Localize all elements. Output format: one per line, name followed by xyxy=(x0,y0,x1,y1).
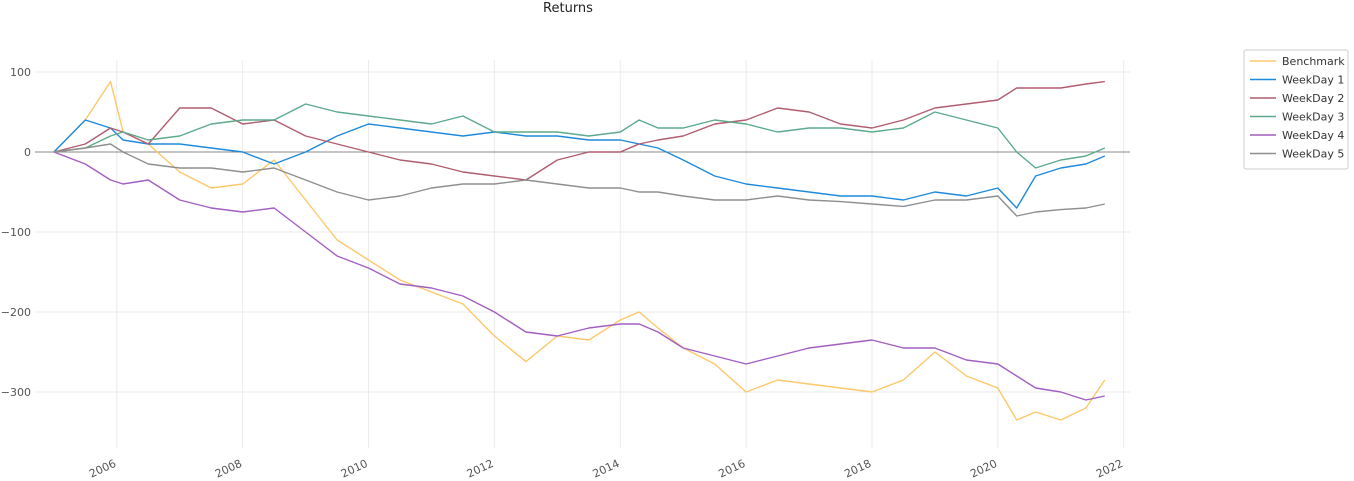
y-tick-label: 0 xyxy=(24,146,31,159)
legend-label: WeekDay 4 xyxy=(1282,129,1344,142)
series-line-weekday-2 xyxy=(53,80,1105,181)
x-tick-label: 2010 xyxy=(339,457,370,481)
series-line-weekday-3 xyxy=(53,103,1106,169)
x-tick-label: 2016 xyxy=(717,457,748,481)
x-tick-label: 2006 xyxy=(87,457,118,481)
legend-label: Benchmark xyxy=(1282,55,1345,68)
y-tick-label: 100 xyxy=(10,66,31,79)
x-tick-label: 2020 xyxy=(968,457,999,481)
y-tick-label: −200 xyxy=(1,306,31,319)
axis-ticks: 100 0 −100 −200 −300 2006 2008 2010 2012 2014 2016… xyxy=(1,66,1125,481)
legend-label: WeekDay 5 xyxy=(1282,148,1344,161)
y-tick-label: −300 xyxy=(1,386,31,399)
series-line-weekday-4 xyxy=(53,151,1105,401)
series-lines xyxy=(53,80,1106,421)
series-line-weekday-1 xyxy=(53,119,1106,209)
y-tick-label: −100 xyxy=(1,226,31,239)
chart-title: Returns xyxy=(543,1,593,16)
x-tick-label: 2018 xyxy=(842,457,873,481)
legend-label: WeekDay 3 xyxy=(1282,111,1344,124)
series-line-weekday-5 xyxy=(53,143,1105,217)
x-tick-label: 2012 xyxy=(465,457,496,481)
x-tick-label: 2014 xyxy=(591,457,622,481)
x-tick-label: 2008 xyxy=(213,457,244,481)
grid xyxy=(35,60,1130,448)
x-tick-label: 2022 xyxy=(1094,457,1125,481)
legend: Benchmark WeekDay 1 WeekDay 2 WeekDay 3 Week… xyxy=(1243,49,1349,170)
legend-label: WeekDay 2 xyxy=(1282,92,1344,105)
series-line-benchmark xyxy=(53,80,1106,421)
legend-label: WeekDay 1 xyxy=(1282,74,1344,87)
